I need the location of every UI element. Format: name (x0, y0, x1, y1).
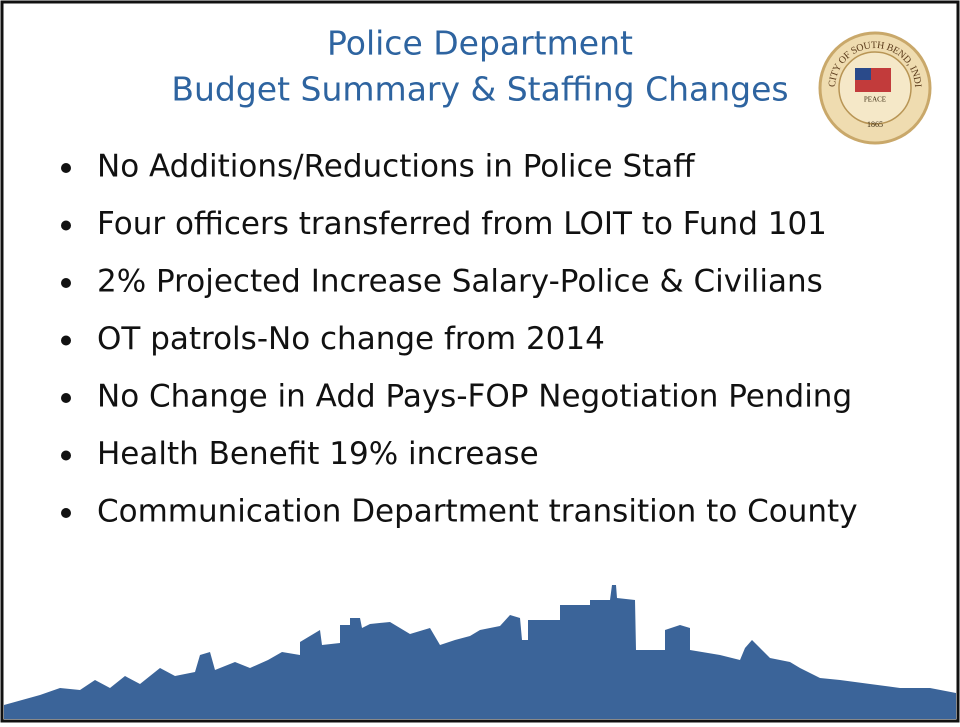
title-line: Budget Summary & Staffing Changes (171, 70, 788, 109)
bullet-text: No Additions/Reductions in Police Staff (97, 149, 695, 185)
bullet-text: 2% Projected Increase Salary-Police & Ci… (97, 264, 823, 300)
bullet-dot (61, 451, 71, 461)
bullet-text: Four officers transferred from LOIT to F… (97, 206, 827, 242)
slide: Police Department Budget Summary & Staff… (0, 0, 960, 723)
slide-frame (2, 2, 958, 721)
bullet-text: OT patrols-No change from 2014 (97, 321, 605, 357)
bullet-dot (61, 163, 71, 173)
bullet-dot (61, 336, 71, 346)
seal-motto: PEACE (864, 96, 886, 104)
bullet-text: Communication Department transition to C… (97, 494, 858, 530)
seal-year: 1865 (867, 120, 883, 129)
bullet-dot (61, 393, 71, 403)
bullet-dot (61, 221, 71, 231)
bullet-text: No Change in Add Pays-FOP Negotiation Pe… (97, 379, 852, 415)
bullet-text: Health Benefit 19% increase (97, 436, 539, 472)
bullet-dot (61, 278, 71, 288)
seal-flag-canton (855, 68, 871, 80)
title-line: Police Department (327, 24, 633, 63)
bullet-dot (61, 508, 71, 518)
